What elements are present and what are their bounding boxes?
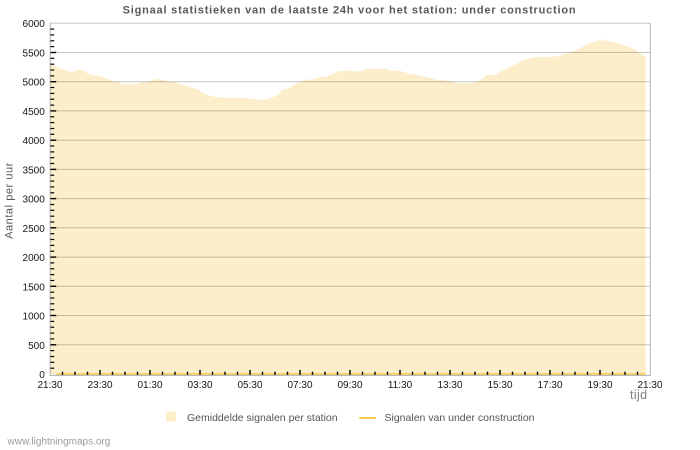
svg-text:21:30: 21:30 (37, 380, 62, 391)
svg-text:3000: 3000 (23, 195, 46, 206)
svg-text:05:30: 05:30 (237, 380, 262, 391)
svg-text:4500: 4500 (23, 107, 46, 118)
svg-text:2000: 2000 (23, 253, 46, 264)
svg-text:1000: 1000 (23, 312, 46, 323)
svg-text:Aantal per uur: Aantal per uur (4, 162, 16, 239)
svg-text:07:30: 07:30 (287, 380, 312, 391)
svg-text:Gemiddelde signalen per statio: Gemiddelde signalen per station (187, 412, 338, 424)
svg-text:5500: 5500 (23, 49, 46, 60)
svg-text:500: 500 (28, 341, 45, 352)
svg-text:15:30: 15:30 (487, 380, 512, 391)
svg-text:03:30: 03:30 (187, 380, 212, 391)
svg-text:11:30: 11:30 (388, 380, 413, 391)
svg-text:Signalen van under constructio: Signalen van under construction (385, 412, 535, 424)
svg-text:01:30: 01:30 (137, 380, 162, 391)
svg-text:5000: 5000 (23, 78, 46, 89)
svg-text:tijd: tijd (630, 388, 647, 402)
svg-text:17:30: 17:30 (537, 380, 562, 391)
svg-text:Signaal statistieken van de la: Signaal statistieken van de laatste 24h … (123, 5, 577, 17)
svg-text:0: 0 (39, 370, 45, 381)
svg-text:www.lightningmaps.org: www.lightningmaps.org (7, 437, 111, 448)
svg-text:2500: 2500 (23, 224, 46, 235)
svg-text:6000: 6000 (23, 19, 46, 30)
svg-text:21:30: 21:30 (637, 380, 662, 391)
svg-text:1500: 1500 (23, 282, 46, 293)
svg-text:09:30: 09:30 (337, 380, 362, 391)
svg-text:13:30: 13:30 (437, 380, 462, 391)
svg-text:4000: 4000 (23, 136, 46, 147)
svg-text:3500: 3500 (23, 165, 46, 176)
svg-text:23:30: 23:30 (87, 380, 112, 391)
svg-text:19:30: 19:30 (587, 380, 612, 391)
